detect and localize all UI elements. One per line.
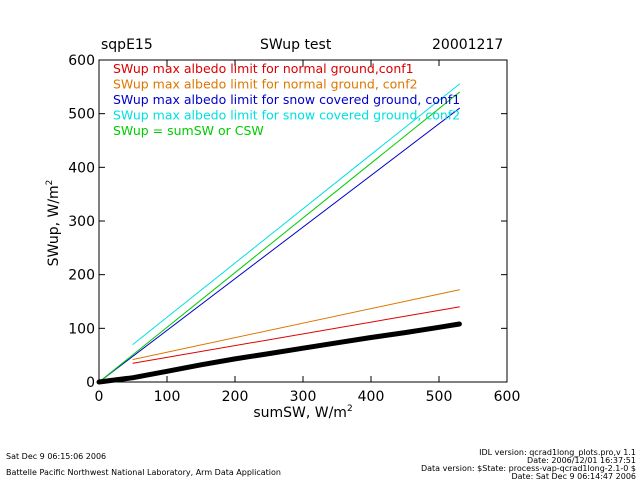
y-tick-label: 300 <box>68 214 95 230</box>
x-tick-label: 0 <box>95 389 104 405</box>
y-tick-label: 200 <box>68 268 95 284</box>
legend-entry-3: SWup max albedo limit for snow covered g… <box>113 92 460 107</box>
series-line-6 <box>96 321 462 385</box>
y-tick-label: 0 <box>86 375 95 391</box>
x-axis-label: sumSW, W/m2 <box>253 404 352 421</box>
footer-run-date: Sat Dec 9 06:15:06 2006 <box>6 452 107 461</box>
x-tick-label: 200 <box>222 389 249 405</box>
footer-organization: Battelle Pacific Northwest National Labo… <box>6 468 281 477</box>
series-line-5 <box>98 91 460 383</box>
series-line-4 <box>132 83 460 345</box>
legend-entry-4: SWup max albedo limit for snow covered g… <box>113 108 460 123</box>
y-tick-label: 400 <box>68 160 95 176</box>
footer-data-version: Data version: $State: process-vap-qcrad1… <box>420 464 636 473</box>
x-axis-label-superscript: 2 <box>347 404 353 414</box>
x-tick-label: 100 <box>154 389 181 405</box>
footer-idl-version: IDL version: qcrad1long_plots.pro,v 1.1 <box>479 448 636 457</box>
series-line-3 <box>98 107 460 383</box>
legend-entry-1: SWup max albedo limit for normal ground,… <box>113 61 414 76</box>
x-tick-label: 300 <box>290 389 317 405</box>
x-tick-label: 600 <box>494 389 521 405</box>
footer-data-date: Date: Sat Dec 9 06:14:47 2006 <box>511 472 636 481</box>
footer-idl-date: Date: 2006/12/01 16:37:51 <box>527 456 636 465</box>
series-line-1 <box>132 306 460 364</box>
series-line-2 <box>132 289 460 360</box>
y-axis-label-superscript: 2 <box>45 180 55 186</box>
legend-entry-5: SWup = sumSW or CSW <box>113 123 264 138</box>
chart-title: SWup test <box>260 37 332 53</box>
y-axis-label: SWup, W/m2 <box>45 180 62 267</box>
x-tick-label: 500 <box>426 389 453 405</box>
y-tick-label: 500 <box>68 107 95 123</box>
y-tick-label: 600 <box>68 53 95 69</box>
date-label: 20001217 <box>432 37 504 53</box>
y-tick-label: 100 <box>68 321 95 337</box>
site-label: sqpE15 <box>101 37 153 53</box>
legend-entry-2: SWup max albedo limit for normal ground,… <box>113 77 418 92</box>
x-tick-label: 400 <box>358 389 385 405</box>
